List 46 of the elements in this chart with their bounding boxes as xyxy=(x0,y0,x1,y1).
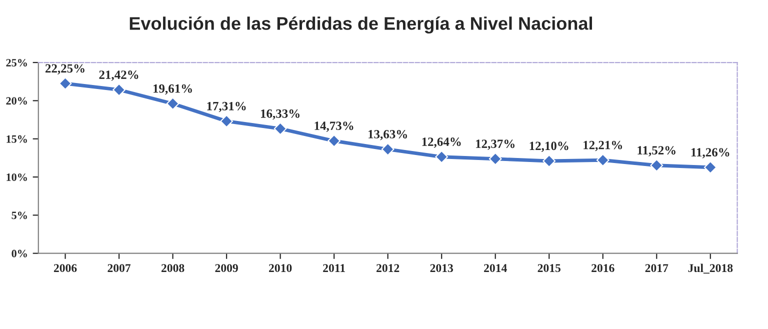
x-tick-label: 2015 xyxy=(538,264,560,272)
y-tick-label: 25% xyxy=(6,58,27,67)
point xyxy=(220,114,233,128)
y-tick-label: 5% xyxy=(12,212,27,220)
point xyxy=(274,122,287,136)
data-label: 11,52% xyxy=(638,146,676,156)
x-tick-label: 2006 xyxy=(54,264,77,272)
data-label: 12,10% xyxy=(530,142,568,152)
x-tick-label: 2009 xyxy=(215,264,238,272)
x-tick-label: 2011 xyxy=(323,264,345,272)
point xyxy=(435,150,448,164)
data-label: 13,63% xyxy=(368,130,407,140)
data-label: 17,31% xyxy=(207,102,246,112)
point xyxy=(166,97,180,110)
data-label: 12,64% xyxy=(422,138,461,148)
y-tick-label: 10% xyxy=(6,173,27,182)
data-label: 16,33% xyxy=(261,109,300,120)
point xyxy=(328,134,340,148)
x-tick-label: 2010 xyxy=(269,264,292,272)
data-label: 12,21% xyxy=(584,140,622,152)
y-tick-label: 15% xyxy=(6,135,27,143)
x-tick-label: 2008 xyxy=(161,264,184,272)
data-label: 22,25% xyxy=(45,64,84,74)
data-label: 21,42% xyxy=(99,70,138,81)
x-tick-label: 2007 xyxy=(108,264,131,272)
x-tick-label: 2017 xyxy=(645,264,668,272)
point xyxy=(381,142,394,156)
point xyxy=(488,152,502,166)
point xyxy=(704,160,717,174)
point xyxy=(596,154,610,167)
data-label: 12,37% xyxy=(476,140,514,150)
point xyxy=(112,83,126,96)
x-tick-label: 2012 xyxy=(376,264,400,272)
point xyxy=(650,158,664,172)
x-tick-label: Jul_2018 xyxy=(688,264,733,274)
y-tick-label: 0% xyxy=(12,250,27,258)
x-tick-label: 2016 xyxy=(592,264,614,272)
data-label: 11,26% xyxy=(691,148,730,158)
y-tick-label: 20% xyxy=(6,97,27,105)
chart-title: Evolución de las Pérdidas de Energía a Nivel Nacional xyxy=(130,16,592,34)
x-tick-label: 2014 xyxy=(484,264,507,272)
data-label: 14,73% xyxy=(314,122,354,132)
x-tick-label: 2013 xyxy=(430,264,453,272)
data-label: 19,61% xyxy=(153,84,192,95)
point xyxy=(58,77,72,90)
point xyxy=(542,154,556,168)
